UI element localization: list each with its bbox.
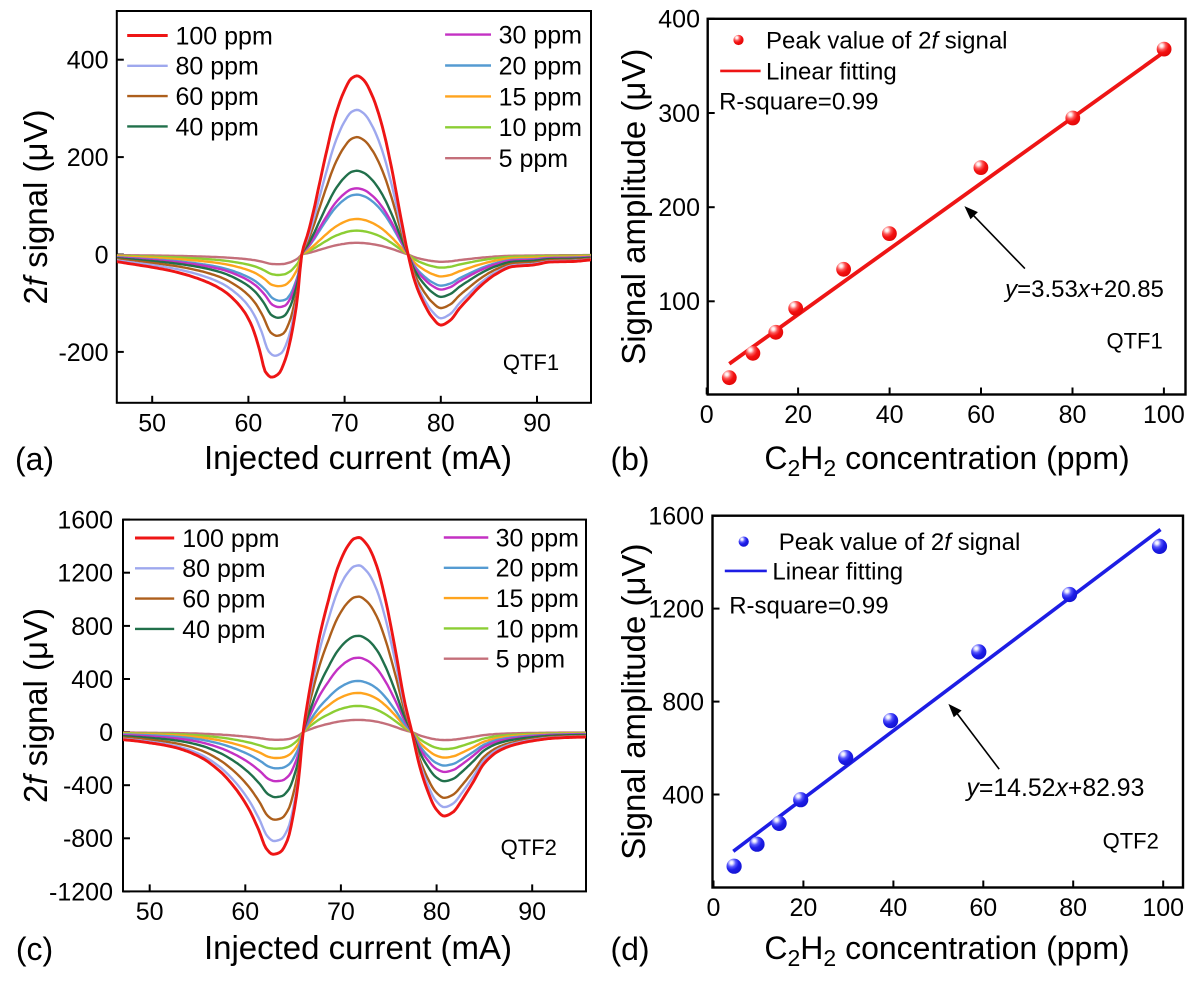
svg-text:QTF1: QTF1 bbox=[1106, 329, 1162, 354]
svg-text:200: 200 bbox=[658, 194, 700, 222]
svg-text:80: 80 bbox=[1059, 894, 1087, 922]
svg-text:400: 400 bbox=[71, 666, 113, 694]
svg-text:0: 0 bbox=[707, 894, 721, 922]
svg-text:90: 90 bbox=[518, 898, 546, 926]
svg-text:2f signal (μV): 2f signal (μV) bbox=[17, 608, 54, 803]
svg-text:QTF2: QTF2 bbox=[1103, 828, 1159, 853]
svg-text:100 ppm: 100 ppm bbox=[182, 525, 279, 553]
svg-text:100: 100 bbox=[658, 288, 700, 316]
svg-text:-800: -800 bbox=[63, 825, 113, 853]
svg-text:Linear fitting: Linear fitting bbox=[772, 558, 903, 585]
svg-text:(d): (d) bbox=[610, 931, 649, 967]
svg-text:15 ppm: 15 ppm bbox=[499, 83, 582, 111]
svg-text:(c): (c) bbox=[16, 931, 53, 967]
svg-text:300: 300 bbox=[658, 100, 700, 128]
svg-text:80 ppm: 80 ppm bbox=[182, 555, 265, 583]
svg-text:15 ppm: 15 ppm bbox=[496, 585, 579, 613]
svg-text:60: 60 bbox=[234, 409, 262, 437]
svg-text:40: 40 bbox=[876, 401, 904, 429]
svg-text:y=3.53x+20.85: y=3.53x+20.85 bbox=[1003, 276, 1164, 303]
svg-text:Signal amplitude (μV): Signal amplitude (μV) bbox=[615, 49, 652, 365]
svg-text:10 ppm: 10 ppm bbox=[496, 615, 579, 643]
svg-text:80 ppm: 80 ppm bbox=[176, 53, 259, 81]
svg-text:0: 0 bbox=[700, 401, 714, 429]
svg-text:60 ppm: 60 ppm bbox=[182, 586, 265, 614]
svg-text:60 ppm: 60 ppm bbox=[176, 83, 259, 111]
svg-text:30 ppm: 30 ppm bbox=[499, 22, 582, 50]
svg-text:400: 400 bbox=[662, 781, 704, 809]
svg-text:Peak value of 2f signal: Peak value of 2f signal bbox=[779, 529, 1021, 556]
svg-text:R-square=0.99: R-square=0.99 bbox=[729, 593, 888, 620]
svg-text:-400: -400 bbox=[63, 772, 113, 800]
svg-text:QTF2: QTF2 bbox=[501, 835, 557, 860]
svg-text:100: 100 bbox=[1142, 894, 1184, 922]
svg-text:80: 80 bbox=[1059, 401, 1087, 429]
svg-text:80: 80 bbox=[423, 898, 451, 926]
svg-text:50: 50 bbox=[138, 409, 166, 437]
svg-text:QTF1: QTF1 bbox=[503, 350, 559, 375]
svg-text:5 ppm: 5 ppm bbox=[499, 145, 568, 173]
svg-text:200: 200 bbox=[67, 144, 109, 172]
svg-text:1200: 1200 bbox=[648, 596, 704, 624]
svg-text:40: 40 bbox=[879, 894, 907, 922]
svg-text:10 ppm: 10 ppm bbox=[499, 114, 582, 142]
svg-text:50: 50 bbox=[136, 898, 164, 926]
svg-text:Peak value of 2f signal: Peak value of 2f signal bbox=[766, 28, 1008, 55]
svg-text:Signal amplitude (μV): Signal amplitude (μV) bbox=[615, 544, 652, 860]
svg-text:40 ppm: 40 ppm bbox=[176, 113, 259, 141]
svg-text:20: 20 bbox=[789, 894, 817, 922]
svg-text:400: 400 bbox=[658, 6, 700, 34]
svg-text:R-square=0.99: R-square=0.99 bbox=[719, 88, 878, 115]
svg-text:1600: 1600 bbox=[57, 507, 113, 535]
svg-text:(b): (b) bbox=[610, 441, 649, 477]
svg-text:90: 90 bbox=[523, 409, 551, 437]
svg-text:Injected current (mA): Injected current (mA) bbox=[204, 439, 512, 476]
svg-text:80: 80 bbox=[427, 409, 455, 437]
svg-text:-1200: -1200 bbox=[49, 878, 113, 906]
svg-text:30 ppm: 30 ppm bbox=[496, 524, 579, 552]
svg-text:100 ppm: 100 ppm bbox=[176, 22, 273, 50]
svg-text:C2H2 concentration (ppm): C2H2 concentration (ppm) bbox=[764, 930, 1129, 971]
svg-text:20 ppm: 20 ppm bbox=[499, 52, 582, 80]
svg-text:5 ppm: 5 ppm bbox=[496, 646, 565, 674]
svg-text:-200: -200 bbox=[58, 339, 108, 367]
svg-text:20 ppm: 20 ppm bbox=[496, 555, 579, 583]
svg-text:20: 20 bbox=[784, 401, 812, 429]
svg-text:60: 60 bbox=[231, 898, 259, 926]
svg-text:100: 100 bbox=[1143, 401, 1185, 429]
svg-text:0: 0 bbox=[99, 719, 113, 747]
svg-text:60: 60 bbox=[969, 894, 997, 922]
svg-text:2f signal (μV): 2f signal (μV) bbox=[17, 109, 54, 304]
svg-text:800: 800 bbox=[662, 689, 704, 717]
svg-text:y=14.52x+82.93: y=14.52x+82.93 bbox=[965, 775, 1145, 802]
svg-text:40 ppm: 40 ppm bbox=[182, 616, 265, 644]
svg-text:1600: 1600 bbox=[648, 503, 704, 531]
svg-text:1200: 1200 bbox=[57, 560, 113, 588]
svg-text:70: 70 bbox=[331, 409, 359, 437]
svg-text:70: 70 bbox=[327, 898, 355, 926]
svg-text:Injected current (mA): Injected current (mA) bbox=[204, 929, 512, 966]
svg-text:0: 0 bbox=[95, 241, 109, 269]
svg-text:800: 800 bbox=[71, 613, 113, 641]
svg-text:C2H2 concentration (ppm): C2H2 concentration (ppm) bbox=[764, 440, 1129, 481]
svg-text:400: 400 bbox=[67, 47, 109, 75]
svg-text:(a): (a) bbox=[15, 441, 54, 477]
svg-text:60: 60 bbox=[967, 401, 995, 429]
svg-text:Linear fitting: Linear fitting bbox=[766, 58, 897, 85]
